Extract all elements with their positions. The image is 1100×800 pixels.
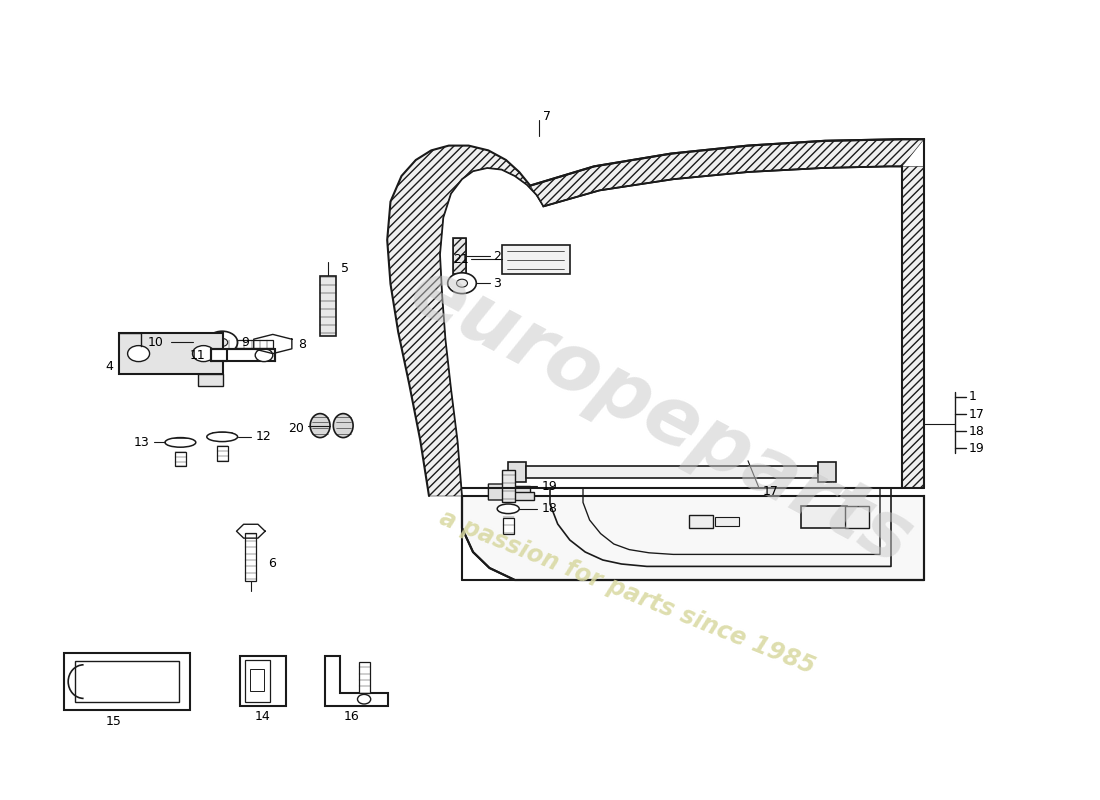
Text: 12: 12 [255,430,271,443]
Bar [689,515,713,528]
Text: a passion for parts since 1985: a passion for parts since 1985 [436,506,818,678]
Text: 5: 5 [341,262,349,275]
Bar [240,656,286,706]
Bar [245,660,270,702]
Polygon shape [211,349,275,361]
Text: 14: 14 [255,710,271,723]
Bar [801,506,847,528]
Text: 17: 17 [969,408,984,421]
Text: 7: 7 [543,110,551,123]
Text: 1: 1 [969,390,977,403]
Bar [508,462,526,482]
Text: 10: 10 [148,336,164,349]
Bar [502,470,515,502]
Circle shape [217,338,228,346]
Circle shape [358,694,371,704]
Circle shape [207,331,238,354]
Polygon shape [387,146,543,496]
Bar [198,374,223,386]
Polygon shape [530,139,924,206]
Circle shape [167,334,189,350]
Ellipse shape [497,504,519,514]
Ellipse shape [165,438,196,447]
Bar [250,669,264,691]
Ellipse shape [207,432,238,442]
Bar [64,653,190,710]
Bar [119,333,223,374]
Text: europeparts: europeparts [396,250,924,582]
Bar [175,452,186,466]
Bar [453,238,466,274]
Polygon shape [462,496,924,580]
Bar [453,238,466,274]
Ellipse shape [310,414,330,438]
Text: 18: 18 [969,425,984,438]
Polygon shape [324,656,388,706]
Text: 11: 11 [190,349,206,362]
Text: 9: 9 [241,336,249,349]
Bar [227,340,273,348]
Bar [715,517,739,526]
Text: 19: 19 [969,442,984,454]
Circle shape [192,346,215,362]
Text: 8: 8 [298,338,306,350]
Bar [359,662,370,693]
Bar [320,276,336,336]
Text: 18: 18 [541,502,557,515]
Text: 20: 20 [288,422,304,435]
Circle shape [128,346,150,362]
Ellipse shape [333,414,353,438]
Text: 15: 15 [106,715,121,728]
Text: 6: 6 [268,557,276,570]
Text: 4: 4 [106,360,113,373]
Bar [75,661,179,702]
Bar [503,518,514,534]
Text: 21: 21 [453,253,469,266]
Circle shape [456,279,468,287]
Bar [513,486,530,494]
Bar [845,506,869,528]
Bar [509,492,534,500]
Text: 19: 19 [541,480,557,493]
Bar [502,245,570,274]
Bar [245,533,256,581]
Text: 13: 13 [134,436,150,449]
Bar [217,446,228,461]
Bar [526,466,818,478]
Text: 2: 2 [493,250,500,262]
Polygon shape [488,484,515,500]
Circle shape [448,273,476,294]
Text: 3: 3 [493,277,500,290]
Text: 17: 17 [762,485,778,498]
Text: 16: 16 [344,710,360,723]
Circle shape [255,349,273,362]
Polygon shape [902,166,924,488]
Bar [453,238,466,274]
Bar [818,462,836,482]
